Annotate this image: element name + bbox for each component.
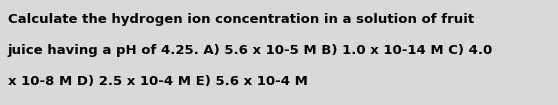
Text: Calculate the hydrogen ion concentration in a solution of fruit: Calculate the hydrogen ion concentration… bbox=[8, 13, 474, 26]
Text: x 10-8 M D) 2.5 x 10-4 M E) 5.6 x 10-4 M: x 10-8 M D) 2.5 x 10-4 M E) 5.6 x 10-4 M bbox=[8, 75, 307, 88]
Text: juice having a pH of 4.25. A) 5.6 x 10-5 M B) 1.0 x 10-14 M C) 4.0: juice having a pH of 4.25. A) 5.6 x 10-5… bbox=[8, 44, 493, 57]
